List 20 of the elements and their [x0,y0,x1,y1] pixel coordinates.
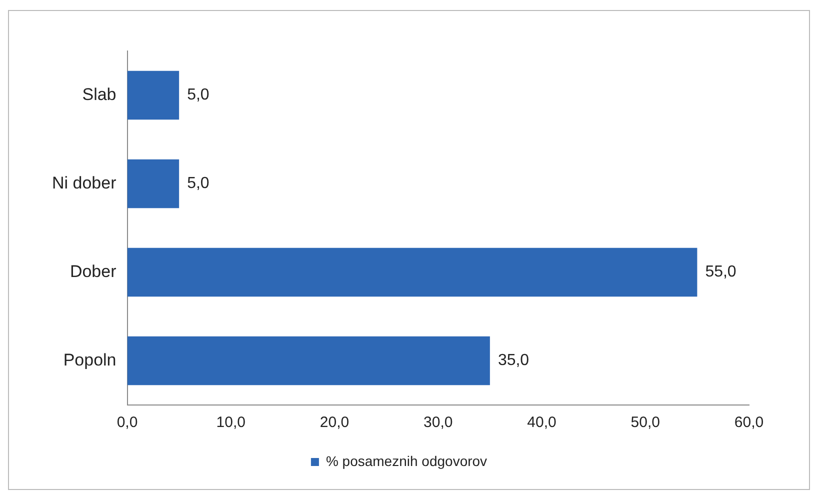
bar [127,70,180,120]
y-tick-label: Ni dober [52,173,117,192]
legend-label: % posameznih odgovorov [326,452,488,469]
data-label: 35,0 [498,352,530,370]
x-tick-label: 30,0 [424,414,453,432]
y-tick-label: Popoln [63,350,116,370]
data-label: 5,0 [187,86,210,104]
data-label: 55,0 [705,264,736,281]
x-tick-label: 40,0 [527,414,556,432]
bar [127,336,490,386]
x-tick-label: 0,0 [116,414,138,432]
x-tick-label: 20,0 [320,414,350,432]
x-tick-label: 60,0 [734,414,764,432]
y-tick-label: Dober [70,262,117,281]
bar [127,248,698,297]
x-tick-label: 50,0 [630,414,660,432]
y-tick-label: Slab [82,84,116,104]
data-label: 5,0 [187,175,210,192]
bar [127,159,180,208]
x-tick-label: 10,0 [216,414,246,432]
